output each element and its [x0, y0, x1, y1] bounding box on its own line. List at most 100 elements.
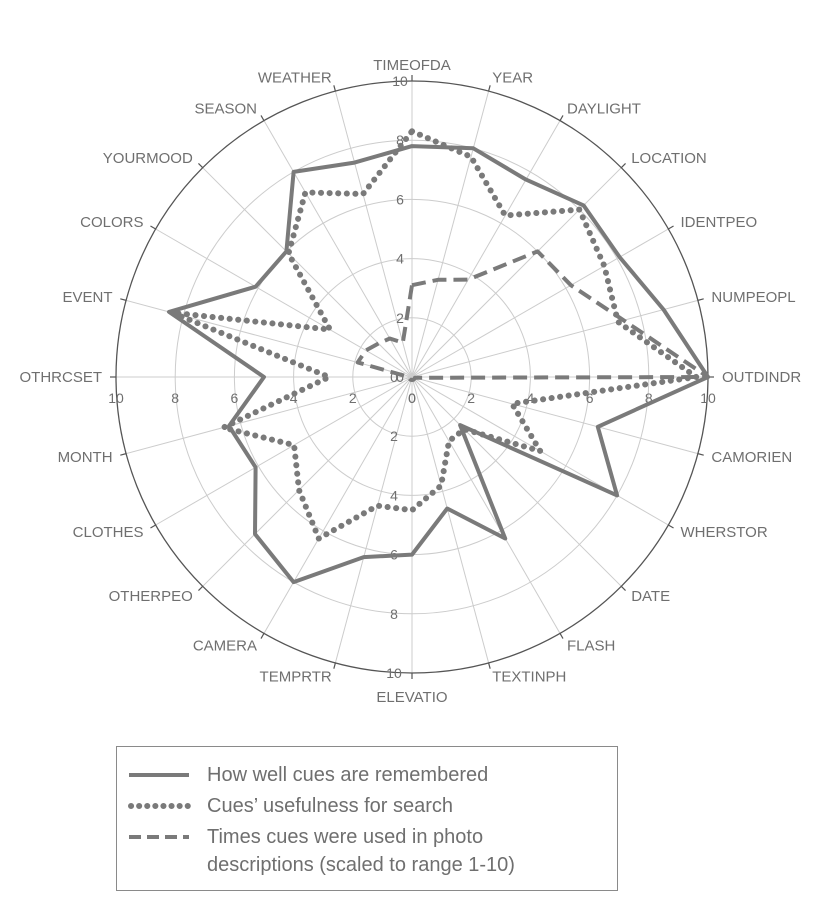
grid-spoke	[125, 376, 413, 455]
category-label: YEAR	[492, 70, 533, 87]
category-label: SEASON	[194, 101, 257, 118]
legend-item-times-used: Times cues were used in photo	[127, 822, 483, 852]
category-label: CAMERA	[193, 637, 257, 654]
series-line-solid	[167, 144, 710, 585]
axis-tick-mark	[559, 115, 564, 121]
radial-tick-label: 10	[386, 665, 402, 681]
radial-tick-label: 4	[390, 487, 398, 503]
grid-spoke	[334, 376, 413, 664]
axis-tick-mark	[697, 298, 704, 301]
category-label: NUMPEOPL	[711, 289, 795, 306]
radial-tick-label: 2	[467, 390, 475, 406]
radar-chart: 0000222244446666888810101010TIMEOFDAYEAR…	[20, 57, 802, 706]
axis-tick-mark	[120, 298, 127, 301]
legend-label: Cues’ usefulness for search	[207, 795, 454, 817]
category-label: OUTDINDR	[722, 369, 801, 386]
radial-tick-label: 6	[231, 390, 239, 406]
category-label: TEXTINPH	[492, 668, 566, 685]
category-label: CLOTHES	[73, 524, 144, 541]
grid-spoke	[155, 228, 413, 378]
legend-item-remembered: How well cues are remembered	[127, 760, 488, 790]
radial-tick-label: 4	[290, 390, 298, 406]
radial-tick-label: 10	[108, 390, 124, 406]
radial-tick-label: 2	[349, 390, 357, 406]
grid-spoke	[202, 376, 413, 587]
axis-tick-mark	[559, 633, 564, 639]
category-label: DATE	[631, 588, 670, 605]
category-label: CAMORIEN	[711, 449, 792, 466]
axis-tick-mark	[260, 633, 265, 639]
radial-tick-label: 8	[171, 390, 179, 406]
radial-tick-label: 0	[408, 390, 416, 406]
grid-spoke	[202, 167, 413, 378]
legend-label: How well cues are remembered	[207, 764, 489, 786]
radial-tick-label: 2	[390, 428, 398, 444]
category-label: WEATHER	[258, 70, 332, 87]
legend-item-usefulness: Cues’ usefulness for search	[127, 791, 453, 821]
legend-label: Times cues were used in photo	[207, 826, 484, 848]
axis-tick-mark	[668, 225, 674, 230]
category-label: WHERSTOR	[680, 524, 767, 541]
category-label: OTHRCSET	[20, 369, 103, 386]
axis-tick-mark	[488, 662, 491, 669]
radial-tick-label: 0	[396, 369, 404, 385]
radial-tick-label: 4	[527, 390, 535, 406]
radial-tick-label: 8	[390, 606, 398, 622]
axis-tick-mark	[198, 585, 204, 591]
grid-spoke	[411, 376, 490, 664]
category-label: COLORS	[80, 214, 143, 231]
legend-swatch-dashed	[129, 835, 189, 839]
grid-spoke	[263, 376, 413, 634]
legend-swatch-dotted	[128, 803, 191, 809]
radial-tick-label: 10	[700, 390, 716, 406]
legend-swatch-solid	[129, 773, 189, 777]
grid-spoke	[411, 90, 490, 378]
radial-tick-label: 8	[396, 132, 404, 148]
axis-tick-mark	[333, 662, 336, 669]
category-label: TEMPRTR	[260, 668, 332, 685]
grid-spoke	[411, 228, 669, 378]
radial-tick-label: 4	[396, 251, 404, 267]
category-label: FLASH	[567, 637, 615, 654]
series-line-dotted	[168, 128, 700, 542]
radial-tick-label: 0	[408, 390, 416, 406]
axis-tick-mark	[150, 524, 156, 529]
axis-tick-mark	[668, 524, 674, 529]
axis-tick-mark	[333, 85, 336, 92]
axis-tick-mark	[260, 115, 265, 121]
axis-tick-mark	[620, 163, 626, 169]
category-label: OTHERPEO	[109, 588, 193, 605]
category-label: EVENT	[63, 289, 113, 306]
axis-tick-mark	[120, 453, 127, 456]
series-line-dashed	[355, 249, 710, 382]
grid-spoke	[155, 376, 413, 526]
radial-tick-label: 0	[390, 369, 398, 385]
grid-spoke	[411, 167, 622, 378]
category-label: DAYLIGHT	[567, 101, 641, 118]
category-label: LOCATION	[631, 150, 707, 167]
radial-tick-label: 10	[392, 73, 408, 89]
category-label: ELEVATIO	[376, 689, 447, 706]
grid-spoke	[334, 90, 413, 378]
axis-tick-mark	[150, 225, 156, 230]
grid-spoke	[411, 376, 622, 587]
axis-tick-mark	[198, 163, 204, 169]
radial-tick-label: 6	[586, 390, 594, 406]
legend-label: descriptions (scaled to range 1-10)	[207, 854, 515, 876]
grid-spoke	[411, 120, 561, 378]
radial-tick-label: 6	[396, 191, 404, 207]
radial-tick-label: 8	[645, 390, 653, 406]
category-label: YOURMOOD	[103, 150, 193, 167]
axis-tick-mark	[488, 85, 491, 92]
axis-tick-mark	[620, 585, 626, 591]
grid-spoke	[411, 376, 699, 455]
category-label: TIMEOFDA	[373, 57, 451, 74]
grid-spoke	[411, 299, 699, 378]
radial-tick-label: 2	[396, 310, 404, 326]
legend: How well cues are remembered Cues’ usefu…	[116, 746, 618, 891]
axis-tick-mark	[697, 453, 704, 456]
grid-spoke	[263, 120, 413, 378]
grid-spoke	[411, 376, 561, 634]
category-label: IDENTPEO	[680, 214, 757, 231]
legend-item-times-used-line2: descriptions (scaled to range 1-10)	[207, 850, 515, 880]
